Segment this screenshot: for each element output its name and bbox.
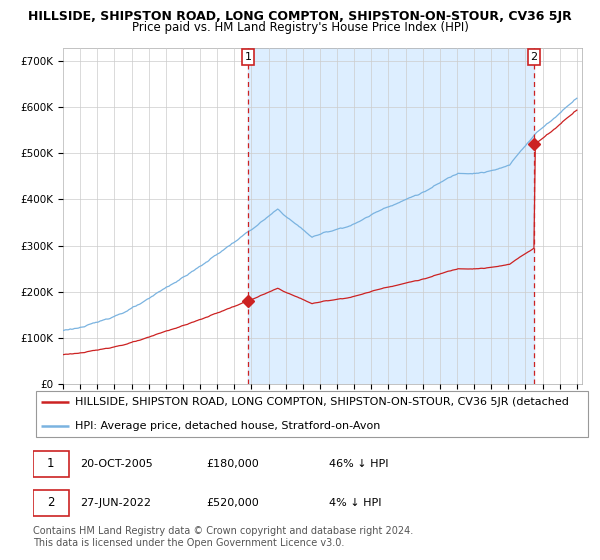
Text: 1: 1 xyxy=(47,457,55,470)
Text: Contains HM Land Registry data © Crown copyright and database right 2024.: Contains HM Land Registry data © Crown c… xyxy=(33,526,413,536)
Text: HILLSIDE, SHIPSTON ROAD, LONG COMPTON, SHIPSTON-ON-STOUR, CV36 5JR: HILLSIDE, SHIPSTON ROAD, LONG COMPTON, S… xyxy=(28,10,572,22)
Text: Price paid vs. HM Land Registry's House Price Index (HPI): Price paid vs. HM Land Registry's House … xyxy=(131,21,469,34)
Text: £520,000: £520,000 xyxy=(206,498,259,508)
Text: HPI: Average price, detached house, Stratford-on-Avon: HPI: Average price, detached house, Stra… xyxy=(75,421,380,431)
Text: 2: 2 xyxy=(530,52,538,62)
Text: 1: 1 xyxy=(244,52,251,62)
Text: £180,000: £180,000 xyxy=(206,459,259,469)
Text: This data is licensed under the Open Government Licence v3.0.: This data is licensed under the Open Gov… xyxy=(33,538,344,548)
FancyBboxPatch shape xyxy=(36,391,588,437)
Text: 27-JUN-2022: 27-JUN-2022 xyxy=(80,498,151,508)
Text: HILLSIDE, SHIPSTON ROAD, LONG COMPTON, SHIPSTON-ON-STOUR, CV36 5JR (detached: HILLSIDE, SHIPSTON ROAD, LONG COMPTON, S… xyxy=(75,397,569,407)
Text: 2: 2 xyxy=(47,496,55,510)
Text: 46% ↓ HPI: 46% ↓ HPI xyxy=(329,459,388,469)
Text: 4% ↓ HPI: 4% ↓ HPI xyxy=(329,498,381,508)
Bar xyxy=(248,48,534,384)
FancyBboxPatch shape xyxy=(33,490,69,516)
Text: 20-OCT-2005: 20-OCT-2005 xyxy=(80,459,153,469)
FancyBboxPatch shape xyxy=(33,451,69,477)
